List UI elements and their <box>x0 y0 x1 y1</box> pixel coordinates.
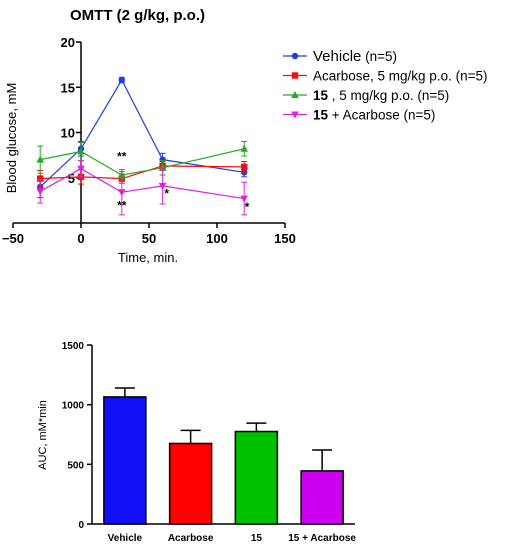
bar <box>234 430 279 525</box>
x-tick-label: 15 + Acarbose <box>288 533 356 544</box>
legend-item: 15 , 5 mg/kg p.o. (n=5) <box>283 88 449 103</box>
data-point <box>37 175 44 182</box>
data-point <box>240 195 248 203</box>
legend-label-rest: + Acarbose (n=5) <box>328 108 435 123</box>
line-chart-series <box>36 76 248 216</box>
y-tick-label: 15 <box>61 80 75 95</box>
x-tick-label: 50 <box>142 231 156 246</box>
significance-marker: * <box>164 187 169 201</box>
line-chart-x-axis-label: Time, min. <box>118 250 178 265</box>
data-point <box>36 155 44 163</box>
significance-marker: ** <box>117 198 127 212</box>
y-tick-label: 0 <box>78 520 84 531</box>
bar-group: 15 <box>234 422 279 544</box>
legend-label: Vehicle (n=5) <box>313 48 397 65</box>
x-tick-label: 15 <box>251 533 263 544</box>
data-point <box>291 91 299 98</box>
data-point <box>77 165 85 173</box>
line-chart-y-axis-label: Blood glucose, mM <box>4 83 19 194</box>
series <box>36 160 248 216</box>
data-point <box>291 72 299 79</box>
x-tick-label: −50 <box>2 231 24 246</box>
data-point <box>241 163 248 171</box>
data-point <box>77 147 85 155</box>
bar-chart-y-axis-label: AUC, mM*min <box>37 400 49 470</box>
legend-label-rest: , 5 mg/kg p.o. (n=5) <box>328 88 449 103</box>
legend-label: 15 , 5 mg/kg p.o. (n=5) <box>313 88 449 103</box>
line-chart-legend: Vehicle (n=5) Acarbose, 5 mg/kg p.o. (n=5… <box>283 48 487 123</box>
bar <box>300 470 344 525</box>
line-chart-axes: −50 0 50 100 150 5 10 15 20 <box>2 35 296 246</box>
x-tick-label: 150 <box>274 231 296 246</box>
y-tick-label: 10 <box>61 126 75 141</box>
legend-item: 15 + Acarbose (n=5) <box>283 108 435 123</box>
data-point <box>118 76 126 84</box>
x-tick-label: 0 <box>77 231 84 246</box>
legend-item: Acarbose, 5 mg/kg p.o. (n=5) <box>283 69 487 84</box>
legend-label: Acarbose, 5 mg/kg p.o. (n=5) <box>313 69 487 84</box>
y-tick-label: 1500 <box>62 341 85 352</box>
bar-chart: 0 500 1000 1500 Vehicle Acarbose 15 15 + Acarb… <box>37 341 356 544</box>
significance-marker: ** <box>117 150 127 164</box>
line-chart-title: OMTT (2 g/kg, p.o.) <box>70 7 205 24</box>
data-point <box>291 52 299 60</box>
legend-label: 15 + Acarbose (n=5) <box>313 108 435 123</box>
data-point <box>158 182 167 190</box>
legend-label-rest: (n=5) <box>361 49 397 64</box>
significance-marker: * <box>245 200 250 214</box>
legend-label-main: Acarbose, 5 mg/kg p.o. (n=5) <box>313 69 487 84</box>
x-tick-label: 100 <box>206 231 228 246</box>
line-chart-annotations: ****** <box>117 150 249 215</box>
bar <box>168 442 213 525</box>
legend-label-main: 15 <box>313 88 329 103</box>
data-point <box>36 188 44 196</box>
data-point <box>240 144 248 152</box>
legend-item: Vehicle (n=5) <box>283 48 397 65</box>
bar-group: 15 + Acarbose <box>288 449 356 544</box>
x-tick-label: Vehicle <box>108 533 143 544</box>
bar-group: Vehicle <box>103 387 147 544</box>
y-tick-label: 500 <box>67 460 84 471</box>
y-tick-label: 1000 <box>62 401 85 412</box>
bar-chart-bars: Vehicle Acarbose 15 15 + Acarbose <box>103 387 356 544</box>
y-tick-label: 5 <box>68 171 75 186</box>
legend-label-main: 15 <box>313 108 329 123</box>
line-chart: OMTT (2 g/kg, p.o.) −50 0 50 100 1505101520 … <box>2 7 296 265</box>
data-point <box>291 111 299 119</box>
x-tick-label: Acarbose <box>168 533 214 544</box>
legend-label-main: Vehicle <box>313 48 361 65</box>
bar <box>103 396 147 525</box>
bar-group: Acarbose <box>168 429 214 544</box>
data-point <box>118 189 126 197</box>
y-tick-label: 20 <box>61 35 75 50</box>
